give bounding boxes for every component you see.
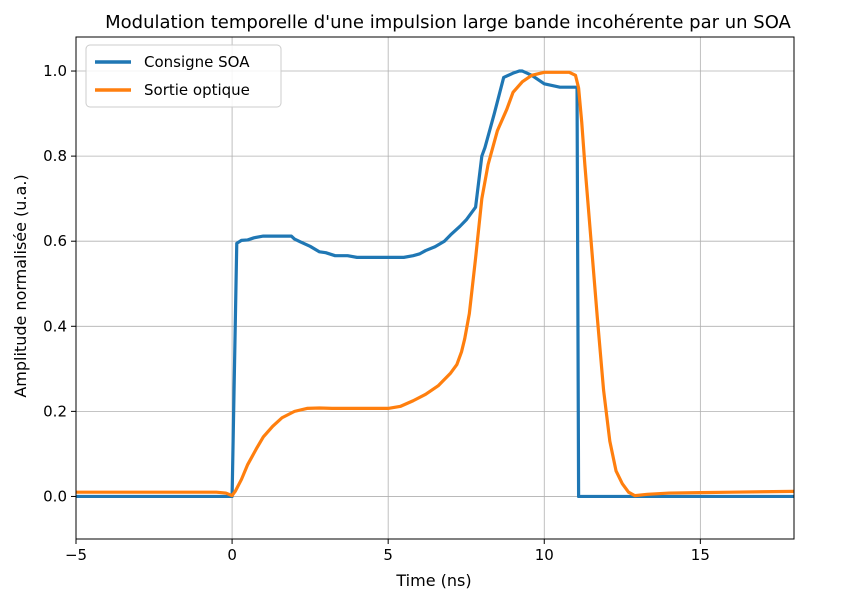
y-tick-label: 0.4 [43,317,67,335]
y-tick-label: 0.6 [43,232,67,250]
series-line-sortie-optique [76,70,795,498]
legend: Consigne SOA Sortie optique [85,44,282,108]
y-tick-label: 1.0 [43,62,67,80]
x-tick-label: −5 [65,546,87,564]
legend-entry-sortie-optique: Sortie optique [144,81,250,99]
y-axis-label: Amplitude normalisée (u.a.) [11,174,30,397]
y-tick-label: 0.0 [43,487,67,505]
series-layer [76,69,795,499]
legend-box [85,44,282,108]
legend-entry-consigne-soa: Consigne SOA [144,53,250,71]
plot-frame [75,36,795,540]
grid [75,37,794,539]
x-tick-label: 15 [691,546,710,564]
x-tick-label: 0 [227,546,237,564]
x-tick-label: 10 [535,546,554,564]
x-tick-label: 5 [383,546,393,564]
y-tick-label: 0.2 [43,402,67,420]
series-line-consigne-soa [76,69,794,499]
y-tick-label: 0.8 [43,147,67,165]
x-axis-ticks: −5 0 5 10 15 [65,539,710,564]
y-axis-ticks: 0.0 0.2 0.4 0.6 0.8 1.0 [43,62,76,505]
x-axis-label: Time (ns) [395,571,471,590]
chart-title: Modulation temporelle d'une impulsion la… [105,12,791,33]
